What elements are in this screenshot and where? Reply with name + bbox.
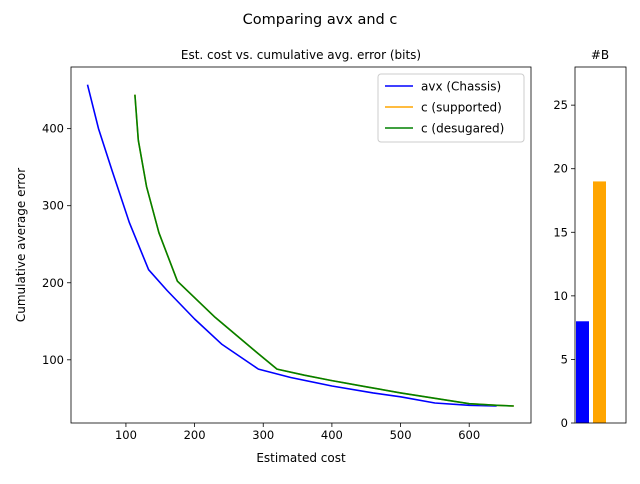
series-lines <box>86 84 514 407</box>
bar-y-tick-label: 15 <box>553 225 568 239</box>
bar-plot-title: #B <box>591 48 609 62</box>
x-tick-label: 100 <box>115 428 137 442</box>
x-tick-label: 300 <box>252 428 274 442</box>
bar-y-axis-ticks: 0 5 10 15 20 25 <box>553 98 575 430</box>
x-axis-ticks: 100 200 300 400 500 600 <box>115 423 480 442</box>
bar-y-tick-label: 5 <box>561 352 568 366</box>
bar-0 <box>576 321 589 423</box>
legend-label: c (desugared) <box>421 122 504 136</box>
legend-box <box>377 73 525 143</box>
bar-y-tick-label: 20 <box>553 162 568 176</box>
bar-y-tick-label: 0 <box>561 416 568 430</box>
x-tick-label: 500 <box>390 428 412 442</box>
line-plot-frame <box>70 66 532 424</box>
x-tick-label: 200 <box>184 428 206 442</box>
bars <box>576 181 606 423</box>
legend-items: avx (Chassis) c (supported) c (desugared) <box>385 80 504 136</box>
y-tick-label: 300 <box>42 199 64 213</box>
bar-1 <box>593 181 606 423</box>
y-tick-label: 400 <box>42 122 64 136</box>
bar-y-tick-label: 25 <box>553 98 568 112</box>
bar-y-tick-label: 10 <box>553 289 568 303</box>
legend: avx (Chassis) c (supported) c (desugared) <box>377 73 525 143</box>
legend-label: c (supported) <box>421 101 502 115</box>
y-axis-label: Cumulative average error <box>14 168 28 322</box>
x-tick-label: 400 <box>321 428 343 442</box>
series-line-0 <box>86 84 497 407</box>
y-axis-ticks: 100 200 300 400 <box>42 122 71 367</box>
figure-suptitle: Comparing avx and c <box>243 12 398 28</box>
x-axis-label: Estimated cost <box>256 451 346 465</box>
series-line-2 <box>134 94 514 407</box>
bar-plot: #B 0 5 10 15 20 25 <box>553 48 627 430</box>
bar-plot-frame <box>574 66 627 424</box>
y-tick-label: 200 <box>42 276 64 290</box>
line-plot-title: Est. cost vs. cumulative avg. error (bit… <box>181 48 421 62</box>
x-tick-label: 600 <box>458 428 480 442</box>
line-plot: Est. cost vs. cumulative avg. error (bit… <box>14 48 532 465</box>
y-tick-label: 100 <box>42 353 64 367</box>
legend-label: avx (Chassis) <box>421 80 501 94</box>
